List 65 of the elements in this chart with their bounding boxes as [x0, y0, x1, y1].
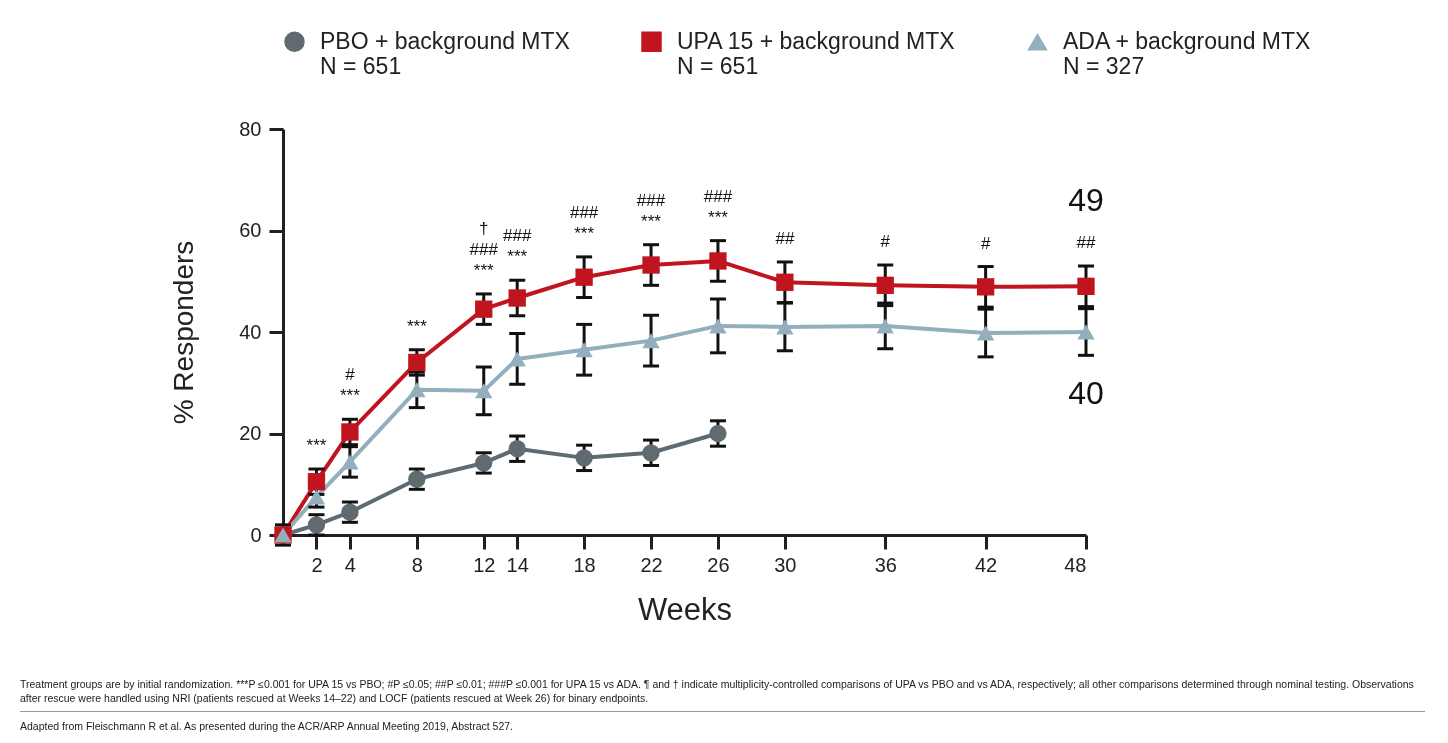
x-tick-label: 8 — [411, 553, 423, 576]
point — [508, 351, 526, 367]
point — [776, 319, 794, 335]
annotation: ### *** — [636, 190, 666, 231]
x-tick-label: 26 — [707, 553, 730, 576]
text: Adapted from Fleischmann R et al. As presented during the ACR/ARP Annual Meeting 2019, Abstract 527. — [20, 711, 1425, 734]
annotation: *** — [306, 436, 327, 456]
annotation: ### *** — [503, 226, 532, 267]
annotation: † ### *** — [469, 218, 499, 280]
point — [642, 256, 660, 274]
point — [475, 300, 493, 318]
point — [475, 383, 493, 399]
legend-label: UPA 15 + background MTX N = 651 — [677, 27, 955, 79]
point — [307, 489, 326, 505]
annotation: # *** — [339, 365, 361, 406]
x-tick-label: 4 — [344, 553, 356, 576]
annotation: # — [880, 232, 891, 252]
legend-label: PBO + background MTX N = 651 — [320, 27, 570, 79]
x-tick-label: 36 — [874, 553, 897, 576]
point — [1077, 277, 1095, 295]
x-axis-title: Weeks — [637, 591, 733, 627]
y-tick-label: 0 — [250, 523, 262, 546]
y-tick-label: 60 — [239, 219, 262, 241]
x-tick-label: 30 — [774, 553, 797, 576]
point — [876, 276, 894, 294]
y-axis-title: % Responders — [168, 240, 200, 425]
annotation: # — [980, 233, 991, 253]
legend-label: ADA + background MTX N = 327 — [1063, 27, 1311, 79]
point — [408, 382, 426, 398]
x-tick-label: 22 — [640, 553, 663, 576]
point — [341, 423, 359, 441]
point — [575, 449, 593, 467]
data-label: 49 — [1068, 182, 1104, 219]
x-tick-label: 48 — [1064, 553, 1087, 576]
annotation: ## — [775, 228, 795, 248]
point — [575, 342, 593, 358]
annotation: *** — [406, 316, 428, 336]
y-tick-label: 40 — [239, 320, 262, 343]
annotation: ### *** — [569, 202, 599, 243]
annotation: ### *** — [703, 186, 733, 227]
point — [876, 318, 894, 334]
point — [1077, 324, 1095, 340]
y-tick-label: 80 — [239, 117, 262, 140]
point — [575, 268, 593, 286]
text: Treatment groups are by initial randomization. ***P ≤0.001 for UPA 15 vs PBO; #P ≤0.05; ##P ≤0.01; ###P ≤0.001 for UPA 15 vs ADA. ¶ and † indicate multiplicity-controlled comparisons of UPA vs PBO and vs ADA, respectively; all other comparisons determined through nominal testing. Observations after rescue were handled using NRI (patients rescued at Weeks 14–22) and LOCF (patients rescued at Week 26) for binary endpoints. — [20, 678, 1415, 706]
y-tick-label: 20 — [239, 422, 262, 444]
point — [642, 444, 660, 462]
point — [508, 440, 526, 458]
point — [642, 333, 660, 349]
point — [976, 278, 995, 296]
point — [508, 289, 526, 307]
point — [709, 318, 727, 334]
point — [307, 473, 326, 491]
x-tick-label: 18 — [573, 553, 596, 576]
x-tick-label: 14 — [506, 553, 529, 576]
x-tick-label: 12 — [473, 553, 496, 576]
point — [709, 252, 727, 270]
point — [776, 273, 794, 291]
annotation: ## — [1076, 233, 1096, 253]
x-tick-label: 2 — [311, 553, 323, 576]
point — [976, 325, 995, 341]
point — [341, 454, 359, 470]
x-tick-label: 42 — [975, 553, 998, 576]
data-label: 40 — [1068, 375, 1104, 411]
point — [709, 424, 727, 443]
